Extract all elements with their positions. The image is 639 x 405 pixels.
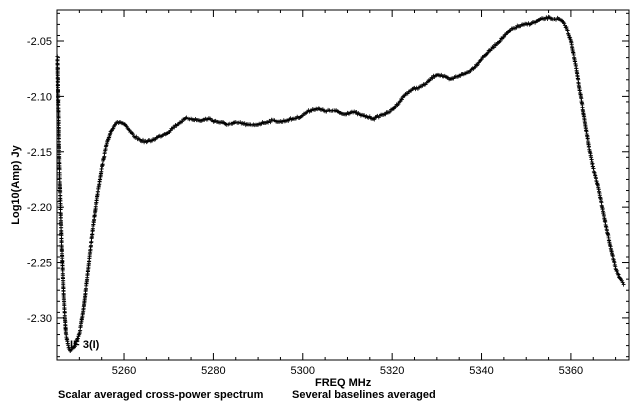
caption-left: Scalar averaged cross-power spectrum [58,389,264,401]
data-point [396,102,401,107]
data-point [131,132,135,137]
data-point [112,123,117,128]
x-tick-label: 5300 [291,365,315,377]
data-point [180,119,185,124]
data-point [478,58,483,63]
data-point [498,39,503,43]
data-point [399,97,404,101]
y-axis-ticks: -2.30 -2.25 -2.20 -2.15 -2.10 -2.05 [27,12,629,358]
data-point [127,128,132,133]
data-point [126,127,131,132]
caption-right: Several baselines averaged [292,389,436,401]
data-point [474,62,479,67]
data-point [110,127,115,132]
data-point [75,336,80,341]
y-tick-label: -2.20 [27,202,52,214]
data-point [560,19,565,24]
y-tick-label: -2.15 [27,147,52,159]
annotation-label: IF 3(I) [70,339,100,351]
y-axis-title: Log10(Amp) Jy [10,144,22,224]
data-point [387,109,392,114]
data-point [398,99,403,104]
data-point [470,66,475,71]
spectrum-trace [57,17,625,352]
y-tick-label: -2.25 [27,258,52,270]
data-point [69,347,74,352]
data-point [514,25,519,30]
data-point [545,17,550,21]
data-point [70,346,75,350]
data-point [72,344,77,349]
y-tick-label: -2.10 [27,91,52,103]
data-point [268,120,273,125]
data-point [479,57,484,62]
data-point [621,282,626,287]
plot-frame [56,9,630,361]
x-tick-label: 5320 [380,365,404,377]
data-point [141,137,145,142]
data-point [618,276,623,281]
data-point [430,76,435,81]
data-point [501,35,506,39]
data-point [122,122,127,127]
data-point [429,75,434,80]
data-point [485,50,490,55]
data-point [620,280,625,285]
data-point [505,30,510,35]
data-point [472,65,477,70]
data-point [397,100,402,105]
x-tick-label: 5280 [201,365,225,377]
x-axis-ticks: 5260 5280 5300 5320 5340 5360 [78,10,617,377]
data-point [562,21,567,26]
data-point [616,272,621,277]
data-point [400,97,404,102]
data-point [372,117,377,122]
data-point [89,239,94,244]
x-axis-title: FREQ MHz [315,377,372,389]
y-tick-label: -2.30 [27,313,52,325]
data-point [354,110,359,114]
x-tick-label: 5260 [112,365,136,377]
data-point [172,125,177,130]
x-tick-label: 5360 [559,365,583,377]
data-point [74,339,79,344]
data-point [497,39,502,44]
data-point [73,342,78,347]
data-points [55,14,626,353]
data-point [616,272,621,277]
data-point [72,345,76,350]
data-point [615,268,620,273]
data-point [134,134,139,139]
y-tick-label: -2.05 [27,36,52,48]
x-tick-label: 5340 [469,365,493,377]
